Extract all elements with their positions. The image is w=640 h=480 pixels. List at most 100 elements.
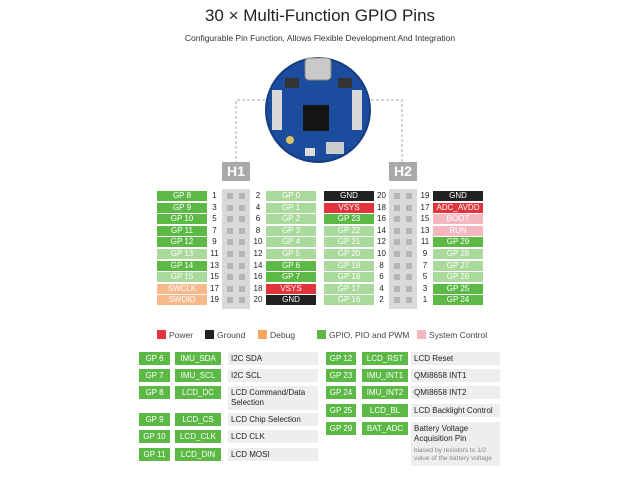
pin-hole [406,251,412,257]
pin-number: 17 [420,202,430,212]
pin-label: GP 0 [266,191,316,201]
pin-label: GP 7 [266,272,316,283]
description-box: Battery Voltage Acquisition Pin biased by… [411,422,500,466]
pin-hole [406,239,412,246]
description-box: LCD Command/Data Selection [228,386,318,410]
pin-number: 18 [377,202,386,212]
description: LCD Reset [414,354,454,363]
signal-name: LCD_RST [362,352,408,365]
pin-label: GP 18 [324,272,374,283]
pin-hole [227,251,233,257]
pin-label: GP 20 [324,249,374,259]
pin-label: GP 16 [324,295,374,306]
description-box: LCD Chip Selection [228,413,318,426]
pin-hole [239,204,245,211]
pin-label: VSYS [324,202,374,213]
pin-hole [394,204,400,211]
pin-label: GND [266,295,316,306]
pin-label: GP 9 [157,202,207,213]
pin-number: 9 [422,249,428,258]
pin-label: GP 14 [157,260,207,271]
pin-number: 7 [212,225,217,235]
signal-name: IMU_INT1 [362,369,408,382]
pin-number: 2 [255,191,261,200]
description-box: LCD Reset [411,352,500,365]
pin-label: GP 6 [266,260,316,271]
pin-hole [227,239,233,246]
pin-hole [239,285,245,292]
pin-hole [227,193,233,199]
description-box: I2C SDA [228,352,318,365]
pin-label: GP 12 [157,237,207,248]
pin-hole [394,227,400,234]
signal-name: IMU_SDA [175,352,221,365]
pin-label: GP 26 [433,272,483,283]
pin-hole [406,193,412,199]
pin-number: 17 [210,283,219,293]
pin-number: 12 [253,249,263,258]
pin-label: GP 3 [266,225,316,236]
pin-number: 1 [212,191,217,200]
pin-number: 15 [210,272,219,282]
pin-number: 9 [212,237,217,247]
pin-label: GP 13 [157,249,207,259]
legend-label: GPIO, PIO and PWM [329,330,410,340]
signal-name: IMU_INT2 [362,386,408,399]
description-box: LCD CLK [228,430,318,443]
pin-number: 20 [377,191,386,200]
pin-name: GP 25 [326,404,356,417]
pin-hole [227,204,233,211]
pin-number: 14 [377,225,386,235]
pin-hole [394,274,400,281]
pin-hole [227,227,233,234]
pin-name: GP 29 [326,422,356,435]
description: LCD Chip Selection [231,415,301,424]
pin-label: GP 24 [433,295,483,306]
pin-number: 15 [420,214,430,224]
pin-label: GP 28 [433,249,483,259]
legend-swatch [317,330,326,339]
pin-name: GP 8 [139,386,170,399]
pin-label: VSYS [266,283,316,294]
header-label: H1 [222,162,250,181]
description-box: QMI8658 INT2 [411,386,500,399]
pin-label: SWCLK [157,283,207,294]
description: QMI8658 INT1 [414,371,467,380]
pin-hole [227,262,233,269]
legend-swatch [417,330,426,339]
pin-hole [227,285,233,292]
pin-number: 8 [379,260,384,270]
pin-label: GND [433,191,483,201]
pin-label: GP 22 [324,225,374,236]
header-body [222,189,250,309]
pin-number: 3 [422,283,428,293]
pin-label: GP 4 [266,237,316,248]
description-box: LCD MOSI [228,448,318,461]
pin-name: GP 23 [326,369,356,382]
pin-label: GP 23 [324,214,374,225]
pin-label: GP 19 [324,260,374,271]
pin-hole [239,239,245,246]
pin-hole [227,297,233,304]
signal-name: LCD_BL [362,404,408,417]
pin-number: 20 [253,295,263,305]
header-body [389,189,417,309]
pin-number: 11 [420,237,430,247]
pin-label: SWDIO [157,295,207,306]
pin-number: 4 [255,202,261,212]
legend-label: System Control [429,330,488,340]
pin-label: GP 29 [433,237,483,248]
pin-number: 13 [420,225,430,235]
pin-number: 1 [422,295,428,305]
pin-name: GP 11 [139,448,170,461]
pin-name: GP 10 [139,430,170,443]
signal-name: LCD_CLK [175,430,221,443]
pin-hole [239,251,245,257]
legend-label: Ground [217,330,246,340]
pin-number: 8 [255,225,261,235]
pin-number: 14 [253,260,263,270]
pin-hole [406,285,412,292]
pin-name: GP 24 [326,386,356,399]
pin-hole [394,193,400,199]
pin-name: GP 6 [139,352,170,365]
